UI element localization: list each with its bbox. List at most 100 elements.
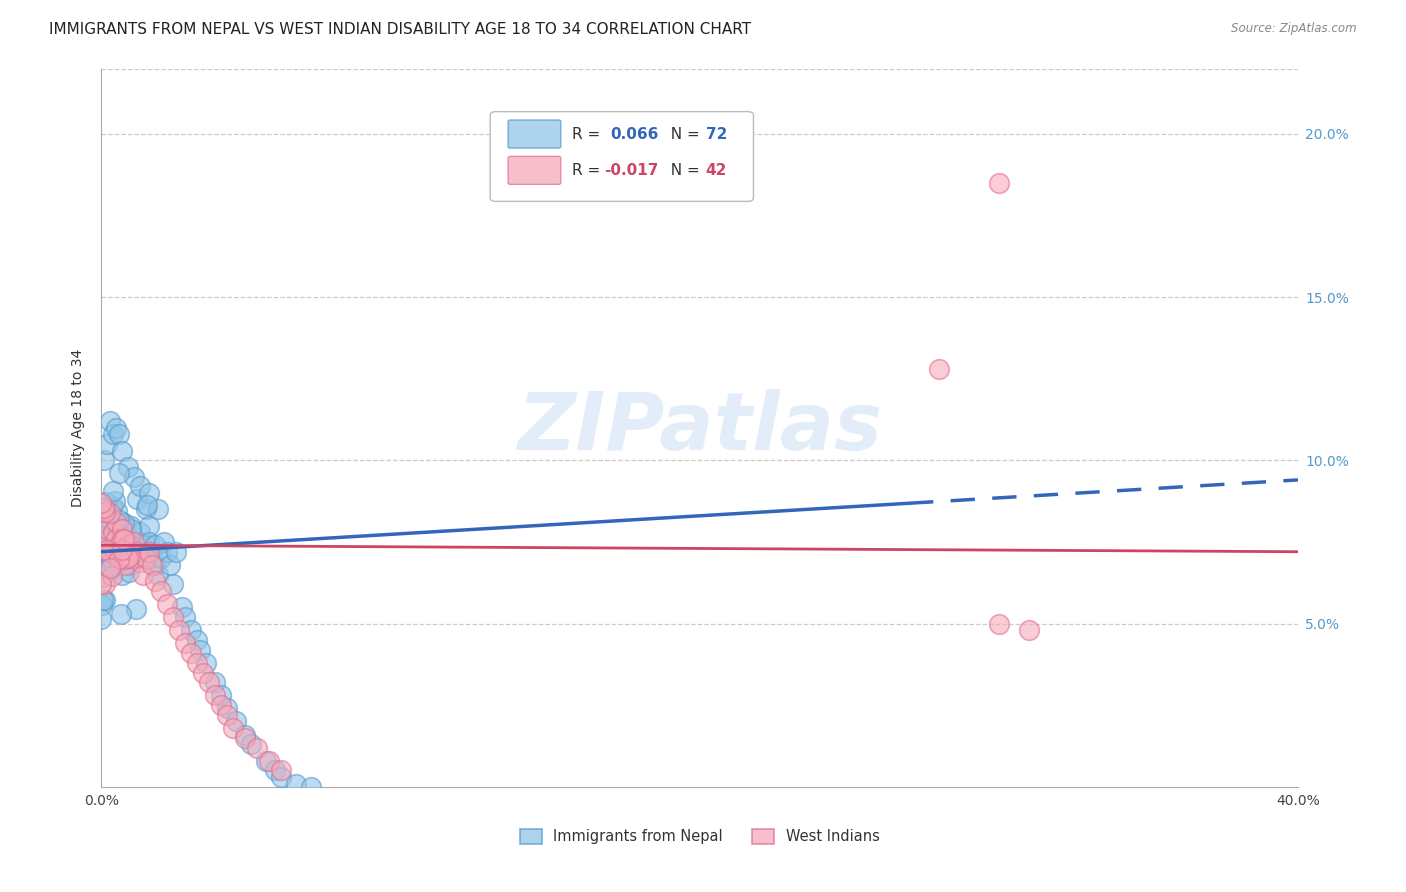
Point [146,502,169,516]
Point [180,623,202,637]
Point [114,525,136,540]
Point [129,555,152,569]
Point [270,770,292,784]
Point [270,764,292,778]
Point [120,522,142,536]
Legend: Immigrants from Nepal, West Indians: Immigrants from Nepal, West Indians [520,829,880,844]
FancyBboxPatch shape [508,120,561,148]
Point [138,535,160,549]
Point [98,414,121,428]
Point [132,567,155,582]
Point [138,545,160,559]
Text: N =: N = [661,163,704,178]
Point [108,528,131,542]
Point [100,569,122,583]
FancyBboxPatch shape [491,112,754,202]
Point [132,545,155,559]
Point [112,533,135,547]
Point [105,516,128,530]
Point [138,486,160,500]
Point [90,612,112,626]
Point [143,538,166,552]
Text: 0.066: 0.066 [610,127,658,142]
Point [129,479,152,493]
Point [254,754,277,768]
Point [117,532,139,546]
Point [107,466,129,480]
Point [112,516,135,531]
Point [94,494,117,508]
Point [122,469,145,483]
Point [93,535,115,549]
Point [122,535,145,549]
Point [233,727,256,741]
Point [105,541,128,556]
Point [167,623,190,637]
Point [91,509,114,524]
Point [117,545,139,559]
Point [100,541,122,555]
Point [110,607,132,621]
Point [105,548,128,562]
Point [90,496,112,510]
Point [90,533,112,547]
Y-axis label: Disability Age 18 to 34: Disability Age 18 to 34 [72,349,86,507]
Point [108,538,131,552]
Point [141,558,163,572]
Point [225,714,247,729]
Point [222,721,245,735]
Point [93,576,115,591]
Text: ZIPatlas: ZIPatlas [517,389,882,467]
Point [209,698,232,713]
Point [90,598,112,612]
Point [135,551,157,566]
Point [93,505,115,519]
Point [117,538,139,552]
Point [111,542,134,557]
Point [101,541,124,556]
Point [170,600,193,615]
Text: -0.017: -0.017 [603,163,658,178]
Point [96,512,118,526]
Point [108,548,131,562]
Point [98,545,121,559]
Point [198,675,221,690]
Point [122,535,145,549]
Point [96,525,118,540]
Point [111,516,134,530]
Point [114,551,136,566]
Text: IMMIGRANTS FROM NEPAL VS WEST INDIAN DISABILITY AGE 18 TO 34 CORRELATION CHART: IMMIGRANTS FROM NEPAL VS WEST INDIAN DIS… [49,22,751,37]
Point [186,632,208,647]
Point [94,592,117,607]
Text: 72: 72 [706,127,727,142]
Point [108,538,131,552]
Point [108,427,131,442]
Point [103,493,125,508]
Point [105,420,128,434]
Point [98,545,121,559]
FancyBboxPatch shape [508,156,561,185]
Point [111,522,134,536]
Point [215,701,238,715]
Point [150,551,173,566]
Point [105,528,128,542]
Point [94,504,117,518]
Point [246,740,269,755]
Point [101,500,124,514]
Point [165,545,187,559]
Point [127,545,149,559]
Point [111,443,134,458]
Point [91,593,114,607]
Point [194,656,217,670]
Point [114,558,136,572]
Point [94,542,117,557]
Point [117,459,139,474]
Point [299,780,322,794]
Point [91,537,114,551]
Point [112,552,135,566]
Point [120,541,142,556]
Point [100,561,122,575]
Point [101,484,124,499]
Point [120,518,142,533]
Point [263,764,285,778]
